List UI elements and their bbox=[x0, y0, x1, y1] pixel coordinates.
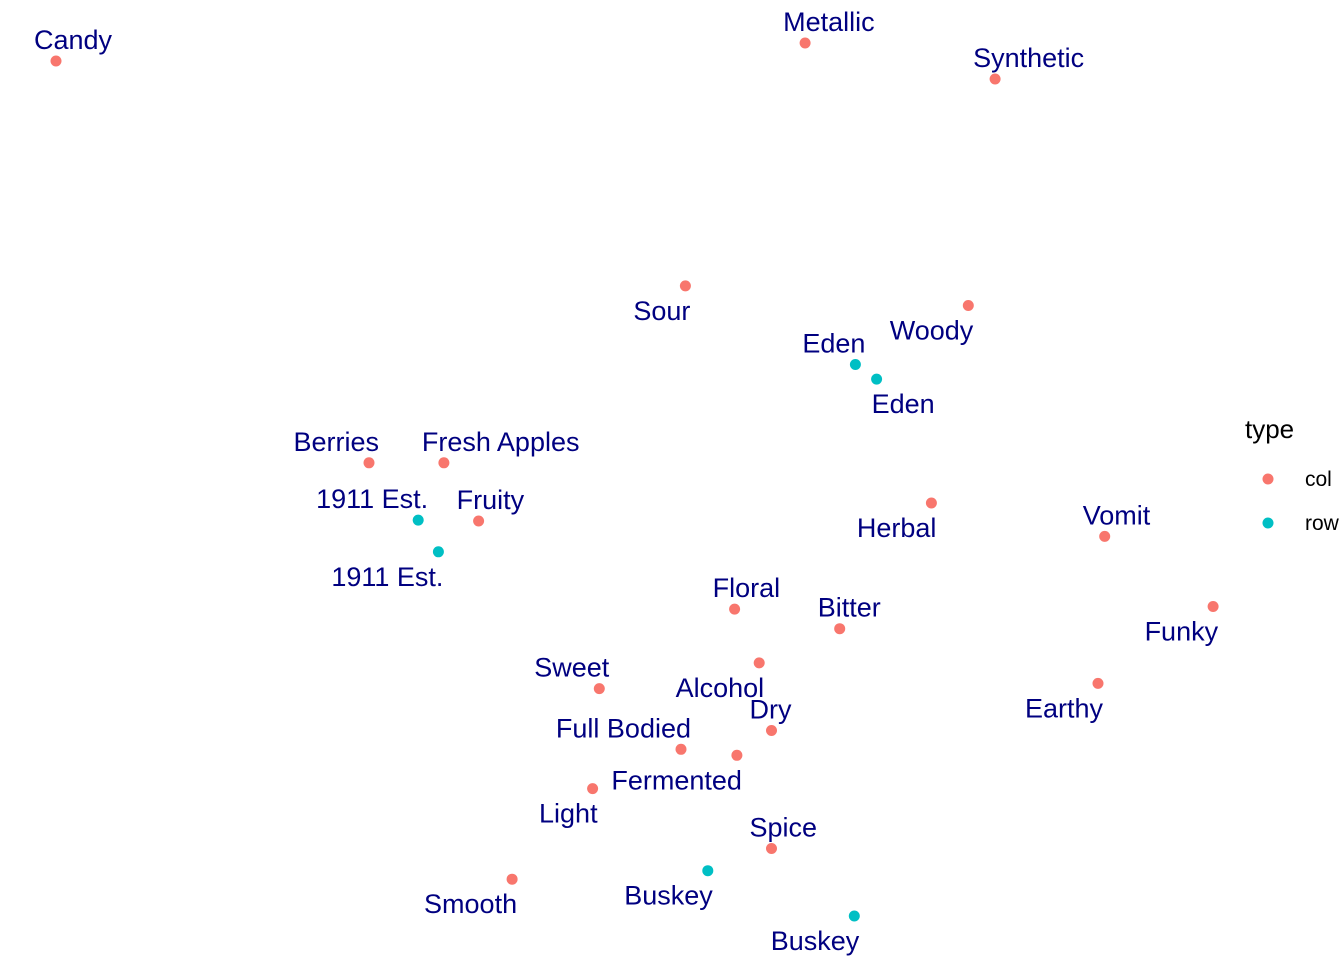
point-label: Fermented bbox=[611, 765, 742, 795]
data-point-col bbox=[1092, 677, 1104, 689]
point-label: Full Bodied bbox=[556, 713, 691, 743]
point-label: Fresh Apples bbox=[422, 427, 580, 457]
legend-label-row: row bbox=[1305, 512, 1340, 535]
point-label: Alcohol bbox=[676, 673, 765, 703]
point-label: 1911 Est. bbox=[316, 484, 428, 514]
data-point-col bbox=[587, 783, 599, 795]
data-point-col bbox=[962, 300, 974, 311]
point-label: Spice bbox=[750, 813, 818, 843]
data-point-col bbox=[731, 749, 743, 761]
data-point-row bbox=[702, 865, 714, 877]
legend-entries: col row bbox=[1262, 468, 1340, 535]
point-label: Funky bbox=[1145, 617, 1219, 647]
data-point-col bbox=[766, 725, 777, 736]
data-point-col bbox=[593, 683, 605, 695]
point-label: Berries bbox=[293, 427, 379, 457]
data-point-col bbox=[50, 55, 62, 67]
data-point-col bbox=[473, 515, 485, 527]
data-point-row bbox=[412, 514, 424, 526]
legend-title: type bbox=[1245, 414, 1294, 444]
point-label: Buskey bbox=[624, 881, 713, 911]
data-point-row bbox=[432, 546, 444, 558]
point-label: Fruity bbox=[457, 485, 525, 515]
data-point-row bbox=[871, 373, 883, 385]
data-point-row bbox=[848, 910, 860, 922]
point-label: Sweet bbox=[534, 653, 610, 683]
legend-label-col: col bbox=[1305, 468, 1332, 491]
point-label: Bitter bbox=[818, 593, 881, 623]
point-label: Vomit bbox=[1083, 500, 1151, 530]
legend: type col row bbox=[1245, 414, 1340, 535]
data-point-col bbox=[363, 457, 375, 469]
data-point-col bbox=[729, 603, 741, 615]
legend-key-col bbox=[1262, 473, 1274, 485]
data-point-col bbox=[679, 280, 691, 292]
data-point-col bbox=[799, 37, 811, 49]
data-point-col bbox=[753, 657, 765, 669]
point-label: Earthy bbox=[1025, 693, 1104, 723]
data-point-row bbox=[849, 359, 861, 370]
legend-key-row bbox=[1262, 517, 1274, 529]
point-label: Smooth bbox=[424, 889, 517, 919]
point-label: Eden bbox=[872, 389, 935, 419]
point-label: Dry bbox=[750, 695, 792, 725]
point-label: Woody bbox=[890, 316, 974, 346]
point-label: Metallic bbox=[783, 7, 875, 37]
point-label: Buskey bbox=[771, 926, 860, 956]
data-point-col bbox=[675, 743, 687, 755]
data-point-col bbox=[506, 873, 518, 885]
data-point-col bbox=[925, 497, 937, 509]
data-point-col bbox=[989, 73, 1001, 85]
data-point-col bbox=[1207, 601, 1219, 612]
point-label: Candy bbox=[34, 25, 113, 55]
data-point-col bbox=[438, 457, 450, 469]
points-layer bbox=[50, 37, 1219, 922]
data-point-col bbox=[766, 843, 777, 854]
point-label: Floral bbox=[713, 573, 781, 603]
point-label: Herbal bbox=[857, 513, 937, 543]
point-label: Eden bbox=[802, 329, 865, 359]
point-label: Light bbox=[539, 799, 598, 829]
point-label: 1911 Est. bbox=[331, 562, 443, 592]
point-label: Sour bbox=[633, 296, 690, 326]
point-label: Synthetic bbox=[973, 43, 1084, 73]
data-point-col bbox=[1099, 530, 1111, 542]
data-point-col bbox=[834, 623, 846, 635]
